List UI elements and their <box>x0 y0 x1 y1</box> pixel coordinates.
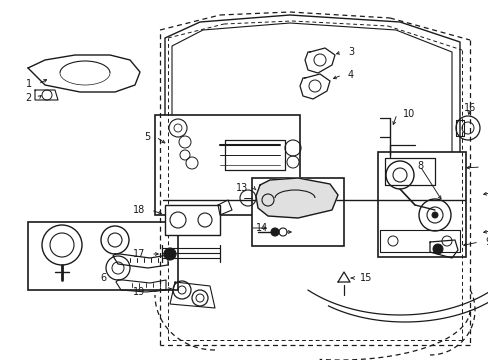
Bar <box>164 205 220 235</box>
Text: 18: 18 <box>132 205 145 215</box>
Text: 3: 3 <box>347 47 353 57</box>
Text: 15: 15 <box>359 273 372 283</box>
Text: 7: 7 <box>486 162 488 172</box>
Text: 6: 6 <box>100 273 106 283</box>
Bar <box>251 178 343 246</box>
Text: 1: 1 <box>26 79 32 89</box>
Text: 8: 8 <box>416 161 422 171</box>
Polygon shape <box>256 178 337 218</box>
Text: 14: 14 <box>256 223 268 233</box>
Bar <box>28 222 178 290</box>
Circle shape <box>432 244 442 254</box>
Bar <box>377 152 465 257</box>
Text: 16: 16 <box>463 103 475 113</box>
Text: 17: 17 <box>132 249 145 259</box>
Circle shape <box>431 212 437 218</box>
Text: 4: 4 <box>347 70 353 80</box>
Circle shape <box>270 228 279 236</box>
Bar <box>155 115 299 215</box>
Text: 9: 9 <box>484 237 488 247</box>
Text: 10: 10 <box>402 109 414 119</box>
Text: 2: 2 <box>26 93 32 103</box>
Text: 13: 13 <box>235 183 247 193</box>
Circle shape <box>163 248 176 260</box>
Text: 5: 5 <box>143 132 150 142</box>
Text: 19: 19 <box>132 287 145 297</box>
